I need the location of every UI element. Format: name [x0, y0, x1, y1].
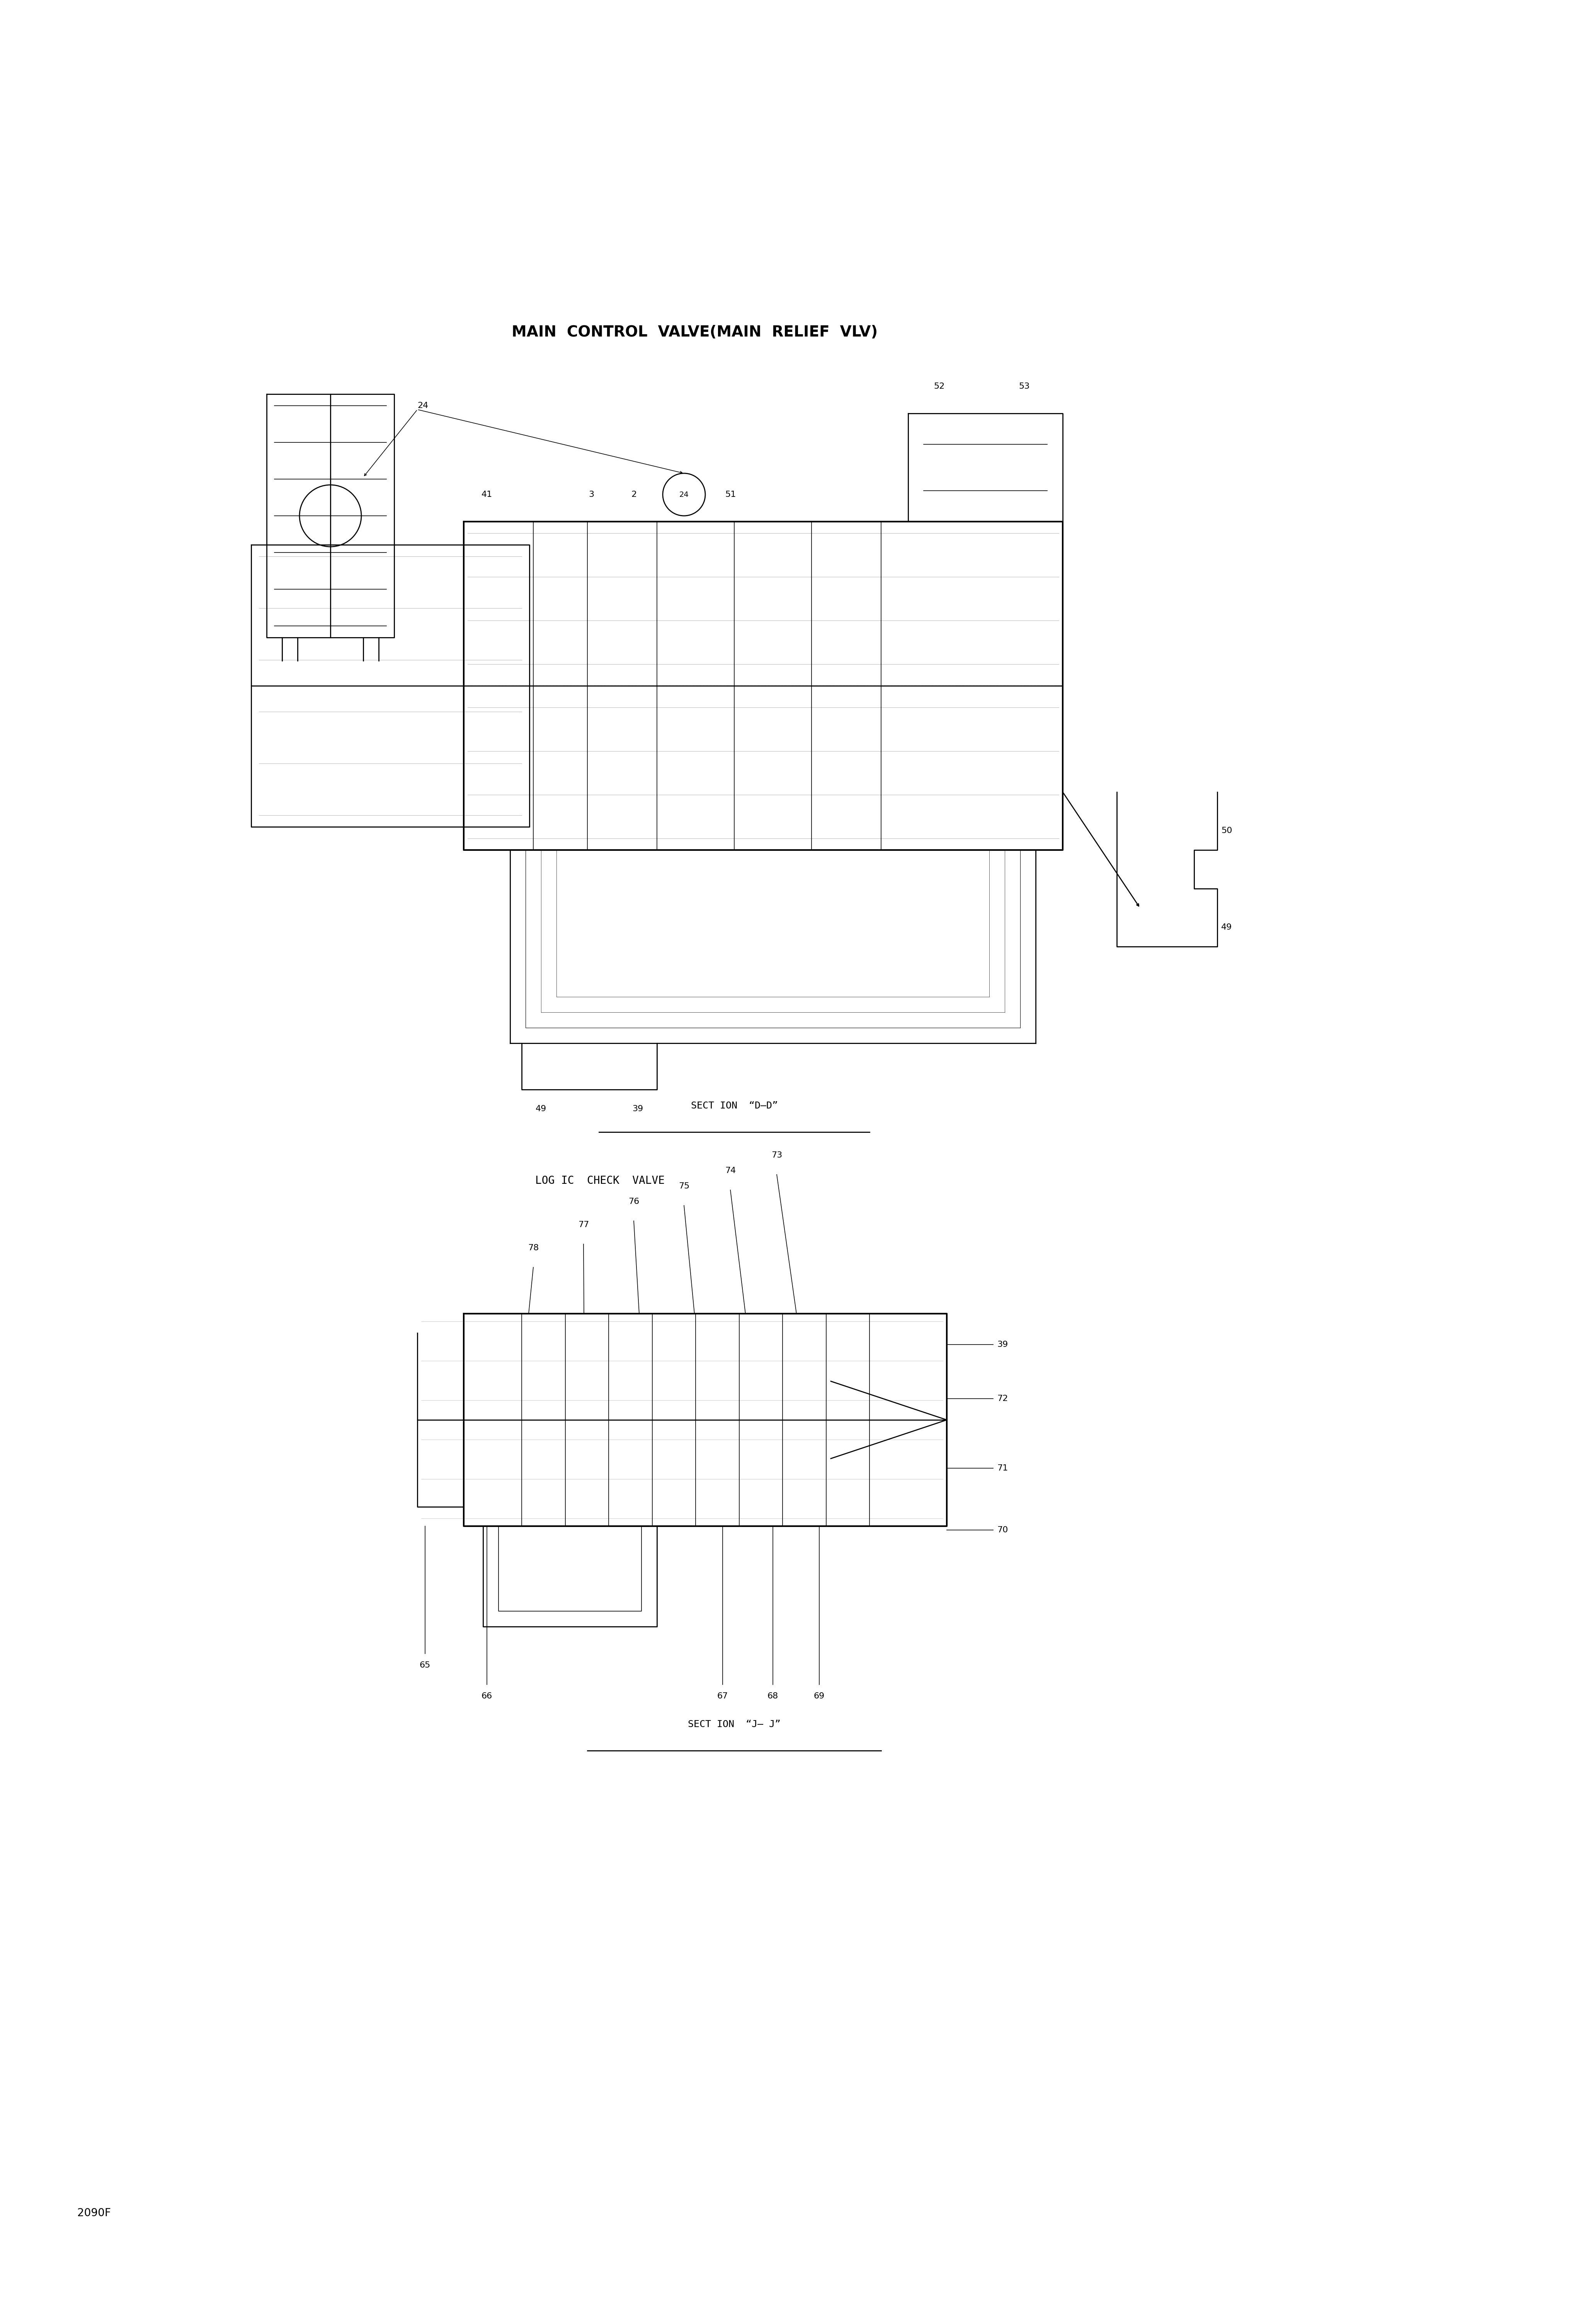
Text: LOG IC  CHECK  VALVE: LOG IC CHECK VALVE	[535, 1176, 665, 1185]
Text: 78: 78	[527, 1243, 538, 1253]
Text: 75: 75	[679, 1183, 690, 1190]
Text: 74: 74	[725, 1167, 736, 1174]
Text: 70: 70	[996, 1527, 1007, 1534]
Text: 53: 53	[1018, 383, 1030, 390]
Text: 77: 77	[578, 1220, 589, 1229]
Text: 52: 52	[933, 383, 944, 390]
Text: 39: 39	[632, 1104, 643, 1113]
Text: 72: 72	[996, 1394, 1007, 1401]
Text: 71: 71	[996, 1464, 1007, 1471]
Text: 2090F: 2090F	[77, 2208, 111, 2219]
Text: 3: 3	[589, 490, 594, 497]
Text: 69: 69	[813, 1692, 824, 1701]
Text: 50: 50	[1221, 827, 1232, 834]
Text: 51: 51	[725, 490, 736, 497]
Text: 66: 66	[482, 1692, 493, 1701]
Text: 49: 49	[1221, 923, 1232, 932]
Text: 2: 2	[632, 490, 636, 497]
Text: 39: 39	[996, 1341, 1007, 1348]
Text: 41: 41	[482, 490, 493, 497]
Text: 24: 24	[417, 402, 428, 409]
Text: 65: 65	[420, 1662, 431, 1669]
Text: MAIN  CONTROL  VALVE(MAIN  RELIEF  VLV): MAIN CONTROL VALVE(MAIN RELIEF VLV)	[512, 325, 878, 339]
Text: 73: 73	[771, 1150, 782, 1160]
Text: 24: 24	[679, 490, 688, 497]
Text: 68: 68	[767, 1692, 778, 1701]
Text: SECT ION  “J— J”: SECT ION “J— J”	[688, 1720, 780, 1729]
Text: 49: 49	[535, 1104, 546, 1113]
Text: SECT ION  “D—D”: SECT ION “D—D”	[690, 1102, 778, 1111]
Text: 76: 76	[628, 1197, 639, 1206]
Text: 67: 67	[717, 1692, 728, 1701]
